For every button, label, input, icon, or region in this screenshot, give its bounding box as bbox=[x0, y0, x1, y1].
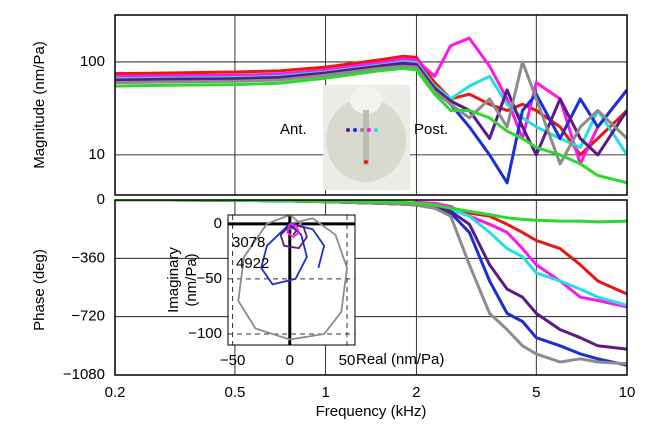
x-tick-label: 10 bbox=[619, 384, 636, 401]
x-axis-label: Real (nm/Pa) bbox=[356, 351, 444, 368]
x-tick-label: 0.2 bbox=[105, 384, 126, 401]
y-axis-label: Magnitude (nm/Pa) bbox=[31, 41, 48, 169]
y-tick-label: −360 bbox=[71, 249, 105, 266]
y-tick-label: 0 bbox=[97, 191, 105, 208]
y-tick-label: 10 bbox=[88, 146, 105, 163]
plot-frame bbox=[114, 14, 628, 196]
magnitude-panel: 10 100 Magnitude (nm/Pa) Ant. Post. bbox=[31, 14, 628, 196]
series-line bbox=[115, 67, 627, 185]
y-tick-label: 0 bbox=[214, 215, 222, 232]
specimen-photo bbox=[323, 85, 410, 190]
x-tick-label: 0.5 bbox=[224, 384, 245, 401]
annotation: 3078 bbox=[232, 234, 265, 251]
series-line bbox=[260, 222, 326, 286]
series-line bbox=[237, 215, 348, 341]
x-axis-label: Frequency (kHz) bbox=[316, 403, 427, 420]
annotation: Ant. bbox=[280, 121, 307, 138]
x-tick-label: −50 bbox=[220, 352, 245, 369]
x-tick-label: 1 bbox=[321, 384, 329, 401]
y-tick-label: 100 bbox=[80, 53, 105, 70]
plot-frame bbox=[227, 214, 356, 346]
plot-lines bbox=[115, 36, 627, 185]
y-tick-label: −720 bbox=[71, 308, 105, 325]
y-axis-label: Imaginary bbox=[165, 247, 182, 313]
plot-frame bbox=[114, 199, 628, 376]
series-line bbox=[286, 222, 300, 238]
y-tick-label: −100 bbox=[188, 325, 222, 342]
series-line bbox=[115, 61, 627, 157]
y-tick-label: −1080 bbox=[63, 366, 105, 383]
annotation: 4922 bbox=[236, 255, 269, 272]
y-axis-label: Phase (deg) bbox=[31, 249, 48, 331]
y-axis-label: (nm/Pa) bbox=[183, 253, 200, 306]
nyquist-inset: −50 0 50 0 −50 −100 Real (nm/Pa) Imaginary (nm/P… bbox=[165, 214, 444, 369]
series-line bbox=[279, 222, 308, 250]
annotation: Post. bbox=[414, 121, 448, 138]
x-tick-label: 50 bbox=[339, 352, 356, 369]
x-tick-label: 0 bbox=[286, 352, 294, 369]
plot-lines bbox=[237, 215, 348, 341]
x-tick-label: 2 bbox=[412, 384, 420, 401]
series-line bbox=[115, 60, 627, 166]
x-tick-label: 5 bbox=[532, 384, 540, 401]
phase-panel: 0.2 0.5 1 2 5 10 0 −360 −720 −1080 Phase (deg) Freq… bbox=[31, 191, 635, 420]
y-tick-label: −50 bbox=[197, 270, 222, 287]
